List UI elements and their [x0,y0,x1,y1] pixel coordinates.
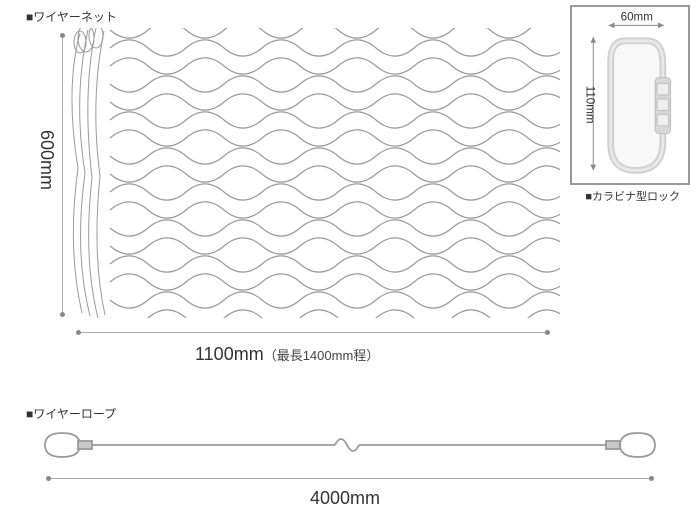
dim-tick [649,476,654,481]
net-width-note: （最長1400mm程） [264,348,380,363]
dim-tick [545,330,550,335]
wire-rope-diagram [40,425,660,465]
net-width-value: 1100mm [195,344,264,364]
net-width-dimline [78,332,548,333]
dim-tick [60,312,65,317]
wire-net-label: ■ワイヤーネット [26,8,117,25]
wire-rope-label: ■ワイヤーロープ [26,405,116,422]
wire-net-svg [70,28,560,318]
wire-rope-svg [40,425,660,465]
carabiner-svg: 60mm 110mm [572,7,688,183]
dim-tick [46,476,51,481]
net-height-dim: 600mm [36,130,57,190]
dim-tick [76,330,81,335]
rope-length-dim: 4000mm [310,488,380,509]
carabiner-label: ■カラビナ型ロック [585,188,680,204]
net-width-dim: 1100mm（最長1400mm程） [195,344,379,365]
dim-tick [60,33,65,38]
net-height-dimline [62,35,63,315]
carabiner-height-text: 110mm [584,86,597,124]
carabiner-box: 60mm 110mm [570,5,690,185]
rope-length-dimline [48,478,652,479]
carabiner-width-text: 60mm [621,11,653,24]
wire-net-diagram [70,28,560,318]
